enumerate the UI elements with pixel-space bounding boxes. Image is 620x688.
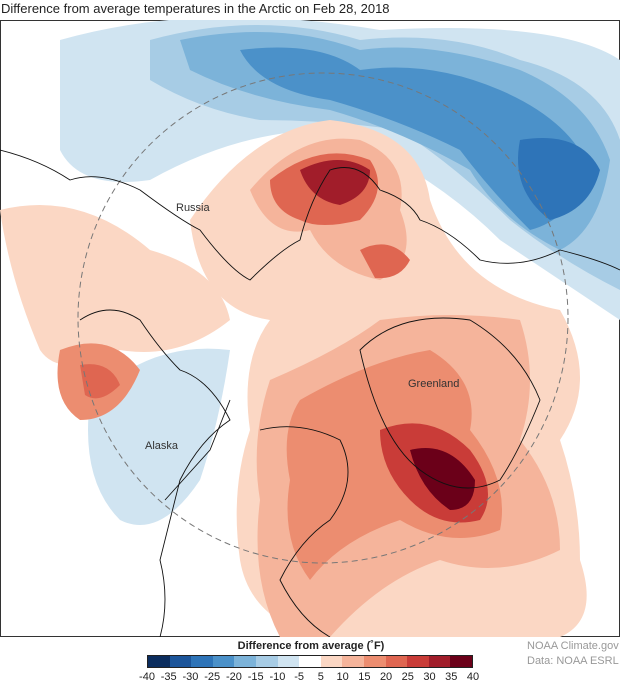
legend-tick-label: -20 bbox=[225, 671, 242, 683]
credit-data: Data: NOAA ESRL bbox=[527, 655, 619, 667]
legend-swatch bbox=[234, 656, 256, 667]
label-greenland: Greenland bbox=[408, 378, 460, 390]
label-alaska: Alaska bbox=[145, 440, 179, 452]
legend-tick-label: 35 bbox=[445, 671, 458, 683]
legend-tick-label: 40 bbox=[466, 671, 480, 683]
temperature-anomaly-map bbox=[0, 20, 620, 637]
legend-swatch bbox=[428, 656, 451, 667]
map-title: Difference from average temperatures in … bbox=[1, 1, 390, 16]
arctic-circle-line bbox=[77, 72, 569, 564]
legend-tick-label: -10 bbox=[269, 671, 286, 683]
legend-swatch bbox=[212, 656, 235, 667]
credit-source: NOAA Climate.gov bbox=[527, 640, 619, 652]
legend-tick-label: -15 bbox=[247, 671, 264, 683]
legend-swatch bbox=[320, 656, 343, 667]
legend-swatch bbox=[385, 656, 408, 667]
legend-swatch bbox=[407, 656, 429, 667]
legend-swatch bbox=[148, 656, 170, 667]
legend-swatch bbox=[299, 656, 321, 667]
legend-tick-label: 25 bbox=[401, 671, 414, 683]
legend-tick-label: 15 bbox=[358, 671, 371, 683]
legend-color-bar bbox=[147, 655, 473, 668]
legend-tick-label: -30 bbox=[182, 671, 199, 683]
legend-tick-label: 10 bbox=[336, 671, 349, 683]
legend-swatch bbox=[277, 656, 300, 667]
legend-tick-label: 5 bbox=[317, 671, 324, 683]
legend-tick-label: 20 bbox=[379, 671, 393, 683]
legend-swatch bbox=[169, 656, 192, 667]
label-russia: Russia bbox=[176, 202, 210, 214]
legend-swatch bbox=[342, 656, 364, 667]
legend-tick-label: -40 bbox=[139, 671, 155, 683]
warm-anomaly-regions bbox=[0, 120, 587, 637]
legend-swatch bbox=[450, 656, 472, 667]
legend-title: Difference from average (˚F) bbox=[237, 640, 385, 652]
legend-tick-label: -25 bbox=[204, 671, 221, 683]
legend-tick-label: -5 bbox=[294, 671, 305, 683]
legend-swatch bbox=[255, 656, 278, 667]
coastlines bbox=[0, 149, 620, 637]
legend-swatch bbox=[191, 656, 213, 667]
legend-swatch bbox=[363, 656, 386, 667]
legend-tick-label: -35 bbox=[160, 671, 177, 683]
legend-tick-label: 30 bbox=[423, 671, 436, 683]
